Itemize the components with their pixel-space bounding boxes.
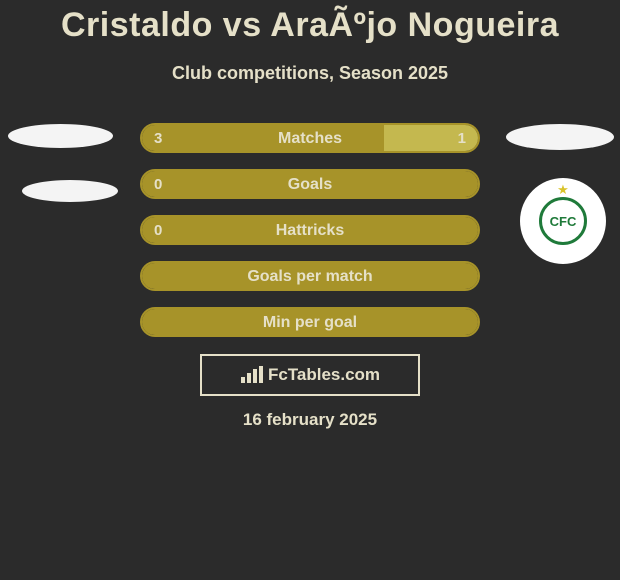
stat-bar: Min per goal bbox=[140, 307, 480, 337]
date-line: 16 february 2025 bbox=[0, 410, 620, 430]
stat-row: Matches3 1 bbox=[0, 120, 620, 166]
stat-label: Hattricks bbox=[142, 222, 478, 240]
comparison-infographic: Cristaldo vs AraÃºjo Nogueira Club compe… bbox=[0, 0, 620, 580]
stat-row: Goals per match bbox=[0, 258, 620, 304]
stat-value-left: 0 bbox=[154, 176, 162, 193]
stat-label: Goals per match bbox=[142, 268, 478, 286]
stat-row: Hattricks0 bbox=[0, 212, 620, 258]
page-title: Cristaldo vs AraÃºjo Nogueira bbox=[0, 0, 620, 45]
stat-row: Min per goal bbox=[0, 304, 620, 350]
stat-bar: Matches3 1 bbox=[140, 123, 480, 153]
stat-label: Goals bbox=[142, 176, 478, 194]
stat-label: Matches bbox=[142, 130, 478, 148]
stat-row: Goals0 bbox=[0, 166, 620, 212]
stat-value-right: 1 bbox=[458, 130, 466, 147]
brand-text: FcTables.com bbox=[268, 365, 380, 385]
stat-bar: Goals0 bbox=[140, 169, 480, 199]
stat-rows: Matches31Goals0Hattricks0Goals per match… bbox=[0, 120, 620, 350]
stat-value-left: 3 bbox=[154, 130, 162, 147]
stat-label: Min per goal bbox=[142, 314, 478, 332]
stat-bar: Goals per match bbox=[140, 261, 480, 291]
stat-value-left: 0 bbox=[154, 222, 162, 239]
bar-chart-icon bbox=[240, 366, 264, 384]
stat-bar: Hattricks0 bbox=[140, 215, 480, 245]
brand-box: FcTables.com bbox=[200, 354, 420, 396]
page-subtitle: Club competitions, Season 2025 bbox=[0, 63, 620, 84]
